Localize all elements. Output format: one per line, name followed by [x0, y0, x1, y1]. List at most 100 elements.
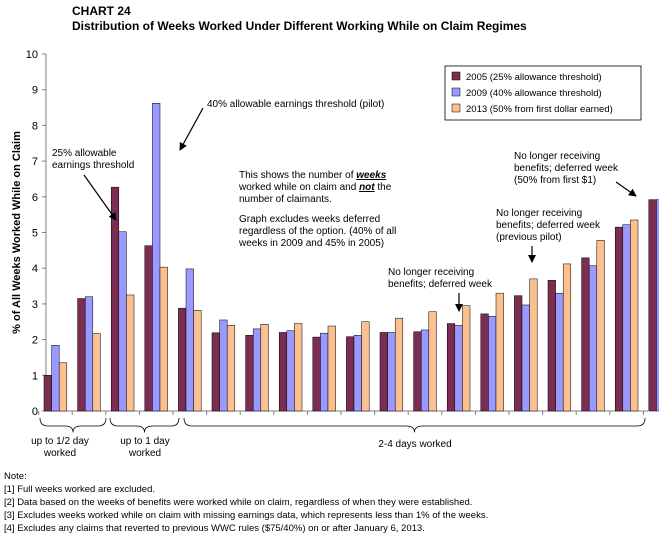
bar-2-4: [152, 103, 161, 412]
bar-2-13: [454, 325, 463, 412]
group-label-3: 2-4 days worked: [378, 439, 451, 450]
bar-2-18: [622, 224, 631, 412]
chart-title-line1: CHART 24: [72, 4, 131, 18]
group-label-1-line-1: up to 1/2 day: [31, 436, 89, 447]
bar-3-16: [562, 263, 572, 412]
y-tick-label: 7: [32, 156, 38, 168]
info-text-line-1: This shows the number of weeks: [239, 170, 387, 181]
y-tick-label: 8: [32, 120, 38, 132]
bar-1-11: [379, 332, 388, 412]
bar-3-5: [193, 310, 202, 412]
annotation-25pct-line-1: 25% allowable: [52, 148, 117, 159]
bar-2-10: [353, 335, 362, 412]
bar-3-3: [126, 294, 135, 412]
annotation-exclude-line-2: regardless of the option. (40% of all: [239, 226, 396, 237]
bar-2-6: [219, 319, 228, 412]
bar-3-6: [226, 325, 236, 412]
bar-3-4: [159, 266, 168, 412]
bar-2-14: [488, 316, 497, 412]
legend-swatch: [451, 103, 461, 113]
bar-2-9: [320, 332, 329, 412]
annotation-nl3-line-1: No longer receiving: [514, 151, 600, 162]
bar-1-19: [648, 199, 657, 412]
bar-3-18: [630, 219, 639, 412]
annotation-nl3-arrow: [615, 181, 637, 197]
annotation-nl1-line-1: No longer receiving: [388, 267, 474, 278]
bar-1-7: [245, 335, 254, 412]
annotation-40pct: 40% allowable earnings threshold (pilot): [207, 99, 384, 110]
bar-2-11: [387, 332, 396, 412]
group-label-1-line-2: worked: [43, 448, 76, 459]
note-item-4: [4] Excludes any claims that reverted to…: [4, 523, 425, 534]
bar-2-3: [118, 231, 127, 412]
legend-swatch: [451, 71, 461, 81]
bar-1-18: [614, 226, 624, 412]
bar-1-10: [346, 336, 355, 412]
annotation-exclude-line-1: Graph excludes weeks deferred: [239, 214, 380, 225]
notes-heading: Note:: [4, 471, 27, 482]
bar-3-12: [428, 311, 437, 412]
notes: Note: [1] Full weeks worked are excluded…: [4, 470, 488, 535]
y-tick-label: 6: [32, 192, 38, 204]
annotation-25pct-arrow: [83, 174, 117, 221]
bar-2-8: [286, 330, 295, 412]
bar-1-13: [446, 323, 456, 412]
bar-3-11: [394, 317, 404, 412]
info-text-line-3: number of claimants.: [239, 194, 332, 205]
bar-1-12: [413, 331, 422, 412]
bar-1-2: [77, 298, 86, 412]
bar-2-1: [51, 345, 60, 412]
legend-label: 2009 (40% allowance threshold): [466, 88, 602, 99]
legend-label: 2005 (25% allowance threshold): [466, 72, 602, 83]
bar-2-5: [185, 268, 194, 412]
y-tick-label: 5: [32, 228, 38, 240]
legend-swatch: [451, 87, 461, 97]
bar-2-19: [656, 199, 659, 412]
group-brace-1: [39, 417, 107, 433]
bar-1-15: [514, 295, 523, 412]
bar-1-9: [312, 336, 321, 412]
y-tick-label: 9: [32, 85, 38, 97]
bar-3-2: [92, 333, 101, 412]
bar-1-14: [480, 313, 489, 412]
annotation-nl3-line-2: benefits; deferred week: [514, 163, 619, 174]
bar-1-1: [43, 375, 52, 412]
info-text-line-2: worked while on claim and not the: [238, 182, 392, 193]
note-item-2: [2] Data based on the weeks of benefits …: [4, 497, 473, 508]
bar-3-1: [58, 362, 68, 412]
legend: 2005 (25% allowance threshold) 2009 (40% …: [444, 65, 642, 121]
bar-1-17: [581, 257, 590, 412]
annotation-nl1-line-2: benefits; deferred week: [388, 279, 493, 290]
bar-3-9: [327, 325, 336, 412]
bar-1-8: [278, 332, 288, 412]
bar-3-14: [495, 292, 504, 412]
bar-2-7: [252, 328, 262, 412]
bar-3-15: [529, 278, 538, 412]
bar-1-5: [178, 307, 187, 412]
chart-title: CHART 24 Distribution of Weeks Worked Un…: [72, 4, 527, 34]
bar-3-8: [294, 323, 303, 412]
bar-2-17: [588, 265, 598, 412]
annotation-nl3-line-3: (50% from first $1): [514, 175, 596, 186]
bar-1-4: [144, 245, 153, 412]
bar-3-17: [596, 240, 605, 412]
annotation-exclude-line-3: weeks in 2009 and 45% in 2005): [238, 238, 384, 249]
y-tick-label: 3: [32, 299, 38, 311]
bar-1-16: [547, 280, 556, 412]
legend-label: 2013 (50% from first dollar earned): [466, 104, 613, 115]
group-brace-3: [183, 417, 646, 433]
annotation-40pct-arrow: [179, 107, 204, 151]
chart-title-line2: Distribution of Weeks Worked Under Diffe…: [72, 19, 527, 33]
note-item-1: [1] Full weeks worked are excluded.: [4, 484, 156, 495]
bar-chart: 0 1 2 3 4 5 6 7 8 9 10 % of All Weeks Worked While …: [11, 49, 659, 459]
y-axis-label: % of All Weeks Worked While on Claim: [11, 131, 23, 334]
bar-2-15: [521, 304, 530, 412]
annotation-25pct-line-2: earnings threshold: [52, 160, 134, 171]
y-tick-label: 10: [26, 49, 38, 61]
y-tick-label: 1: [32, 370, 38, 382]
note-item-3: [3] Excludes weeks worked while on claim…: [4, 510, 489, 521]
annotation-nl2-line-2: benefits; deferred week: [496, 220, 601, 231]
annotation-nl2-line-1: No longer receiving: [496, 208, 582, 219]
bar-2-12: [420, 329, 430, 412]
bar-3-13: [462, 305, 471, 412]
